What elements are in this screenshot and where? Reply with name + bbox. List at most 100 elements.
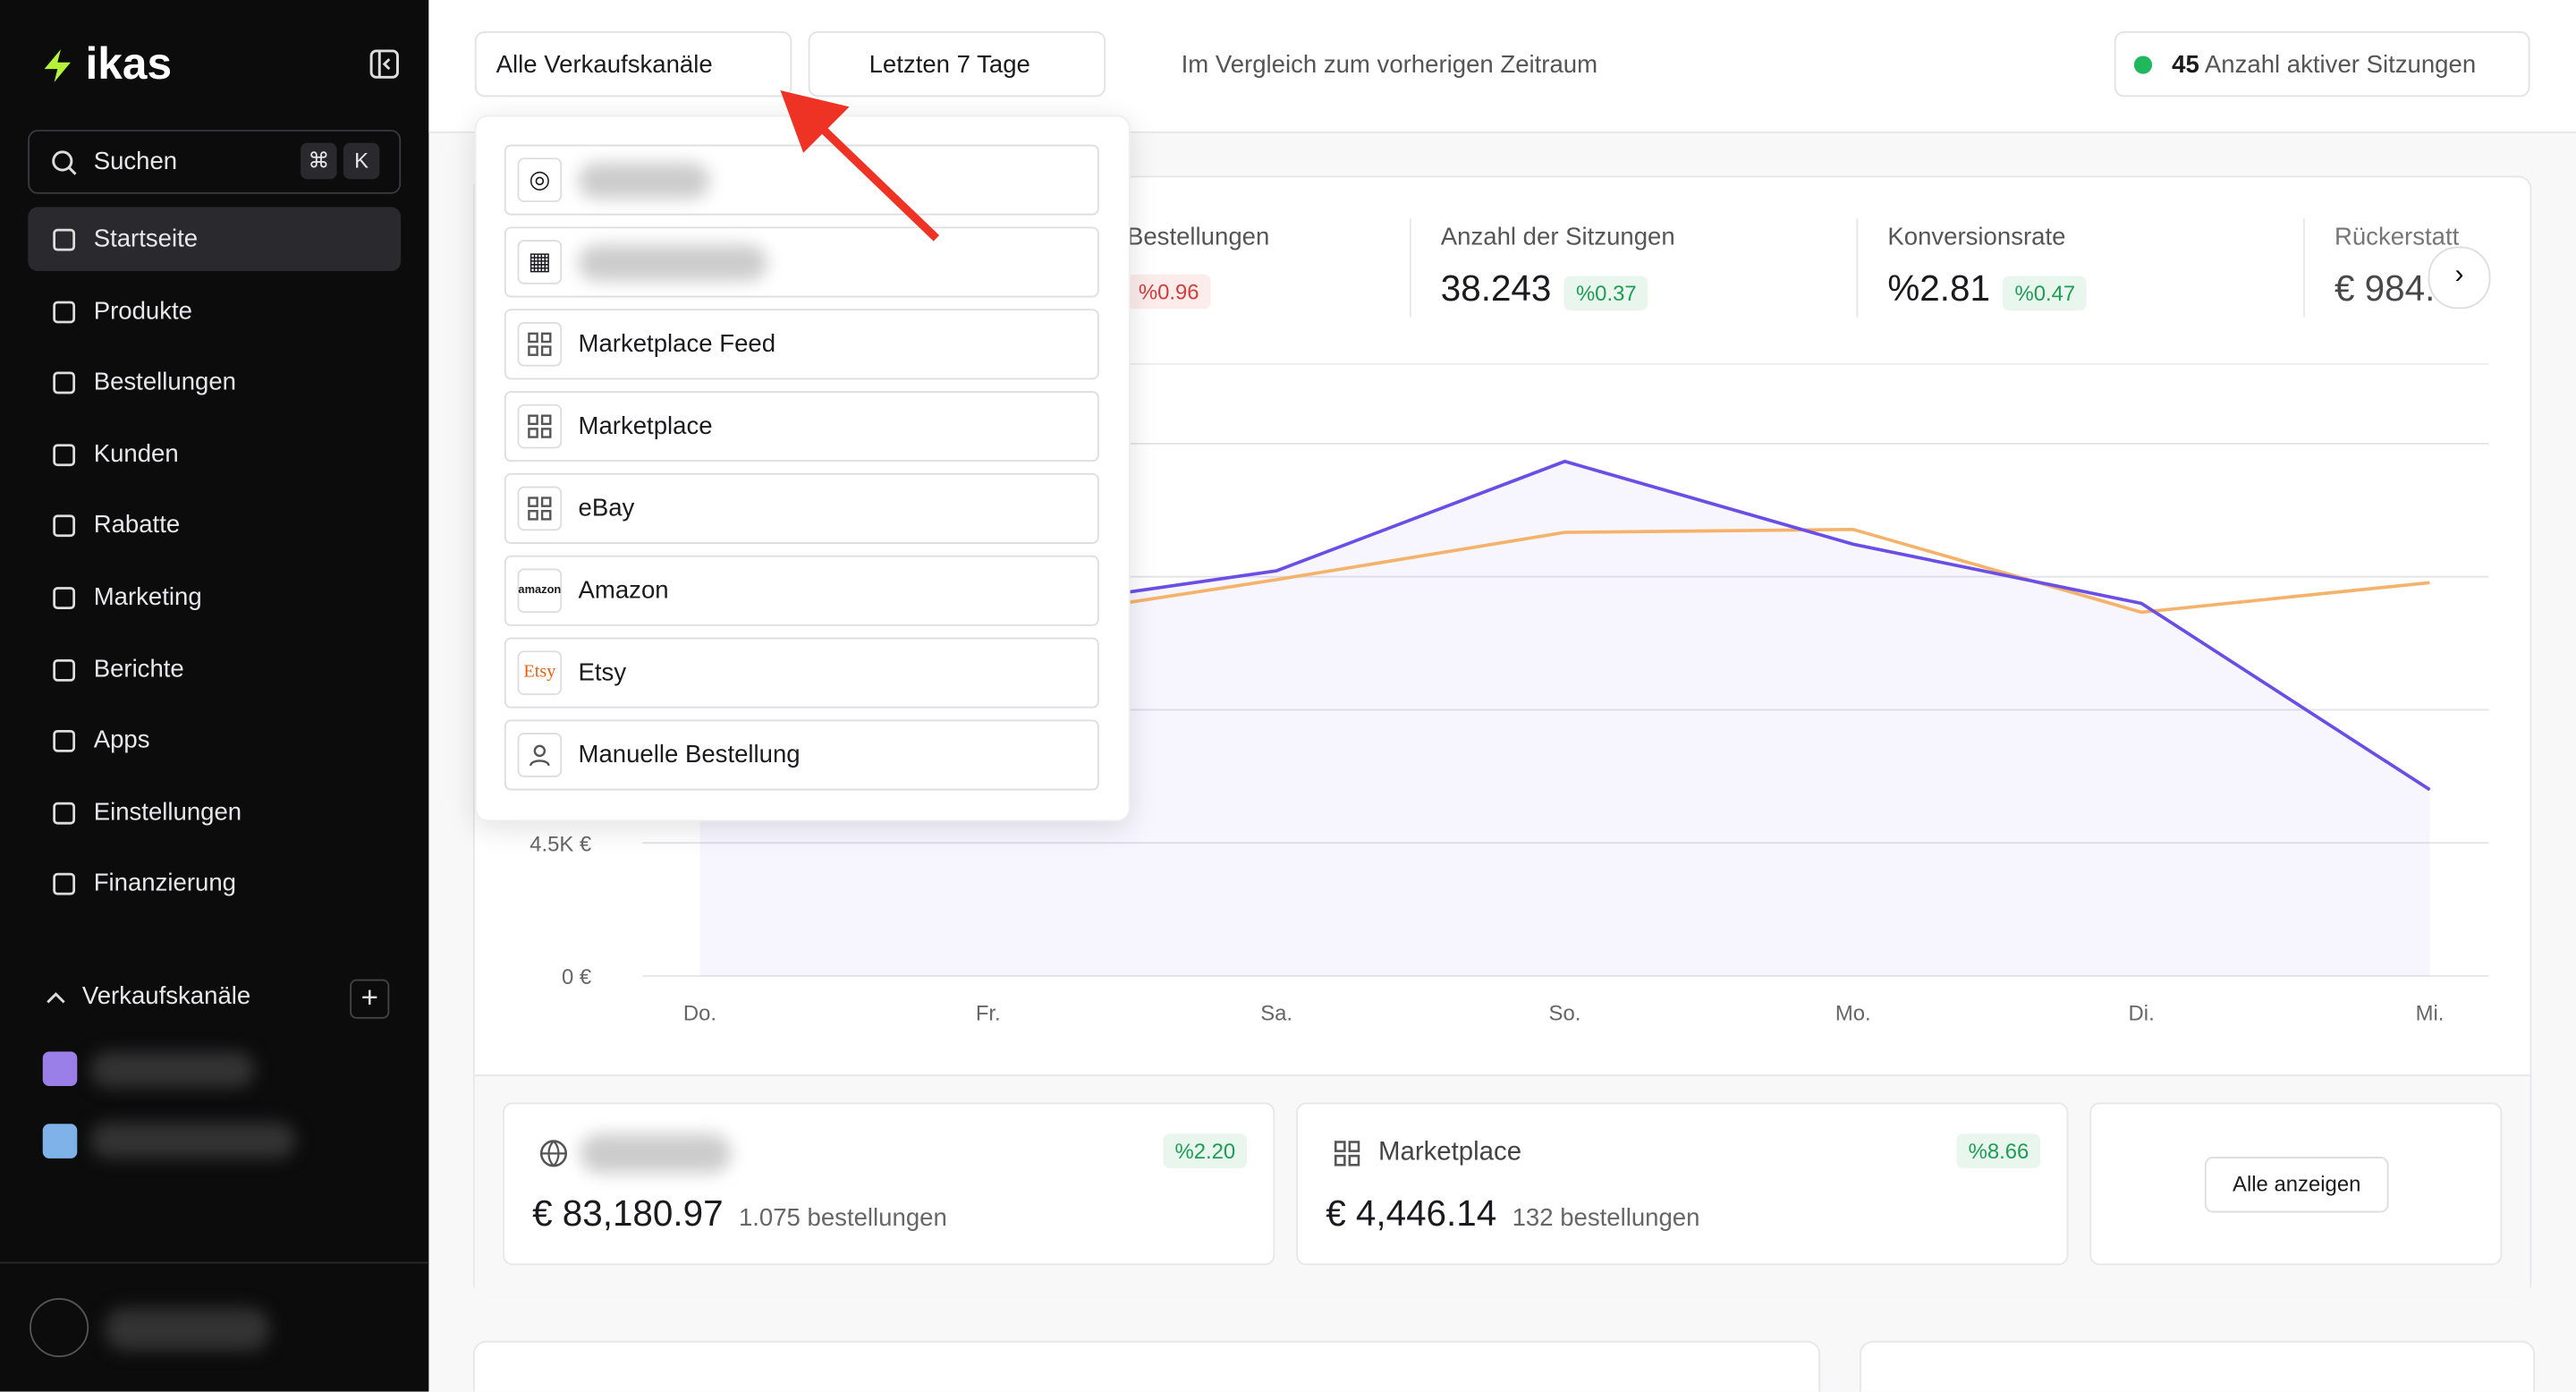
channel-icon	[42, 1051, 78, 1087]
period-select[interactable]: Letzten 7 Tage	[808, 30, 1106, 98]
change: %2.20	[1163, 1133, 1248, 1168]
metric-change: %0.37	[1564, 276, 1648, 311]
x-tick-label: So.	[1549, 1002, 1581, 1026]
topbar: Alle Verkaufskanäle Letzten 7 Tage Im Ve…	[428, 0, 2576, 133]
x-tick-label: Sa.	[1260, 1002, 1292, 1026]
item-label: Etsy	[578, 658, 627, 687]
revenue: € 83,180.97	[532, 1193, 724, 1235]
etsy-logo: Etsy	[523, 662, 556, 683]
nav-item[interactable]: Produkte	[28, 278, 401, 343]
item-label: Manuelle Bestellung	[578, 741, 801, 769]
nav-item[interactable]: Bestellungen	[28, 351, 401, 415]
item-label: Amazon	[578, 576, 669, 605]
nav-label: Bestellungen	[93, 368, 236, 396]
dropdown-item[interactable]: Etsy Etsy	[504, 637, 1099, 709]
apps-icon	[1334, 1141, 1360, 1167]
nav-item[interactable]: Finanzierung	[28, 852, 401, 916]
x-tick-label: Do.	[683, 1002, 716, 1026]
key: K	[343, 142, 380, 180]
item-icon	[517, 403, 563, 449]
metric: Anzahl der Sitzungen 38.243 %0.37	[1441, 224, 1675, 311]
item-icon: amazon	[517, 568, 563, 614]
nav-icon	[53, 371, 76, 395]
nav-label: Marketing	[93, 583, 202, 612]
dropdown-item[interactable]: amazon Amazon	[504, 555, 1099, 626]
nav-item[interactable]: Marketing	[28, 565, 401, 630]
dropdown-item[interactable]: Marketplace Feed	[504, 309, 1099, 380]
channel-card[interactable]: %2.20 € 83,180.97 1.075 bestellungen	[503, 1102, 1275, 1266]
logo: ikas	[85, 39, 173, 89]
show-all-button[interactable]: Alle anzeigen	[2204, 1157, 2389, 1213]
nav-label: Rabatte	[93, 511, 181, 540]
blurred	[578, 162, 710, 199]
blurred	[580, 1133, 732, 1174]
logo-icon	[44, 49, 71, 82]
nav-icon	[53, 658, 76, 682]
blurred	[90, 1122, 296, 1159]
avatar[interactable]	[30, 1297, 89, 1358]
nav-label: Startseite	[93, 225, 199, 253]
change: %8.66	[1956, 1133, 2041, 1168]
globe-icon: ◎	[517, 157, 563, 202]
metric-label: Konversionsrate	[1887, 223, 2066, 252]
next-button[interactable]: ›	[2428, 246, 2491, 310]
collapse-button[interactable]	[369, 49, 399, 79]
nav-label: Produkte	[93, 296, 192, 325]
dropdown-item[interactable]: ▦	[504, 226, 1099, 298]
globe-icon	[539, 1140, 568, 1167]
x-tick-label: Mi.	[2416, 1002, 2445, 1026]
channel-dropdown: ◎ ▦ Marketplace Feed Marketplace eBay amazo…	[474, 115, 1131, 822]
revenue: € 4,446.14	[1326, 1193, 1497, 1235]
nav-icon	[53, 730, 76, 753]
nav-icon	[53, 443, 76, 466]
nav-label: Berichte	[93, 655, 184, 683]
item-icon: Etsy	[517, 650, 563, 695]
active-sessions: 45 Anzahl aktiver Sitzungen	[2114, 30, 2530, 98]
show-all-card: Alle anzeigen	[2089, 1102, 2503, 1266]
dropdown-item[interactable]: Marketplace	[504, 391, 1099, 463]
nav-icon	[53, 802, 76, 825]
metric-value: 38.243	[1440, 267, 1552, 310]
nav-item[interactable]: Rabatte	[28, 494, 401, 558]
nav-icon	[53, 300, 76, 323]
compare[interactable]: Im Vergleich zum vorherigen Zeitraum	[1181, 50, 1598, 80]
nav-icon	[53, 587, 76, 609]
annotation-arrow	[780, 90, 940, 242]
status-dot	[2133, 55, 2153, 74]
nav-icon	[53, 515, 76, 538]
sidebar: ikas Suchen ⌘ K Startseite Produkte Bestel…	[0, 0, 429, 1392]
blurred	[105, 1308, 270, 1351]
channel-card[interactable]: Marketplace %8.66 € 4,446.14 132 bestell…	[1296, 1102, 2069, 1266]
dropdown-item[interactable]: eBay	[504, 472, 1099, 544]
count: 45	[2172, 50, 2199, 80]
amazon-logo: amazon	[518, 584, 562, 597]
channel-icon	[42, 1124, 78, 1159]
add-channel[interactable]: +	[350, 979, 390, 1019]
dropdown-item[interactable]: Manuelle Bestellung	[504, 719, 1099, 791]
metric-value: %2.81	[1887, 267, 1990, 310]
search[interactable]: Suchen ⌘ K	[28, 130, 402, 194]
nav-item[interactable]: Startseite	[28, 207, 402, 272]
nav-item[interactable]: Berichte	[28, 637, 401, 701]
area	[699, 461, 2430, 976]
search-icon	[52, 150, 77, 175]
divider	[0, 1261, 429, 1264]
metric: Bestellungen %0.96	[1126, 224, 1269, 310]
metric-label: Anzahl der Sitzungen	[1440, 223, 1675, 252]
nav-item[interactable]: Einstellungen	[28, 780, 401, 845]
nav-item[interactable]: Apps	[28, 709, 401, 773]
store-icon: ▦	[517, 240, 563, 284]
orders: 132 bestellungen	[1512, 1204, 1700, 1233]
x-tick-label: Di.	[2129, 1002, 2155, 1026]
orders: 1.075 bestellungen	[738, 1204, 947, 1233]
metric-change: %0.96	[1126, 274, 1211, 310]
nav-item[interactable]: Kunden	[28, 422, 401, 487]
channel-select[interactable]: Alle Verkaufskanäle	[474, 30, 792, 98]
item-label: Marketplace Feed	[578, 330, 776, 359]
divider	[504, 362, 2489, 365]
card	[472, 1340, 1821, 1392]
blurred	[578, 244, 767, 282]
label: Anzahl aktiver Sitzungen	[2204, 50, 2477, 80]
x-tick-label: Fr.	[976, 1002, 1001, 1026]
nav-icon	[53, 873, 76, 896]
